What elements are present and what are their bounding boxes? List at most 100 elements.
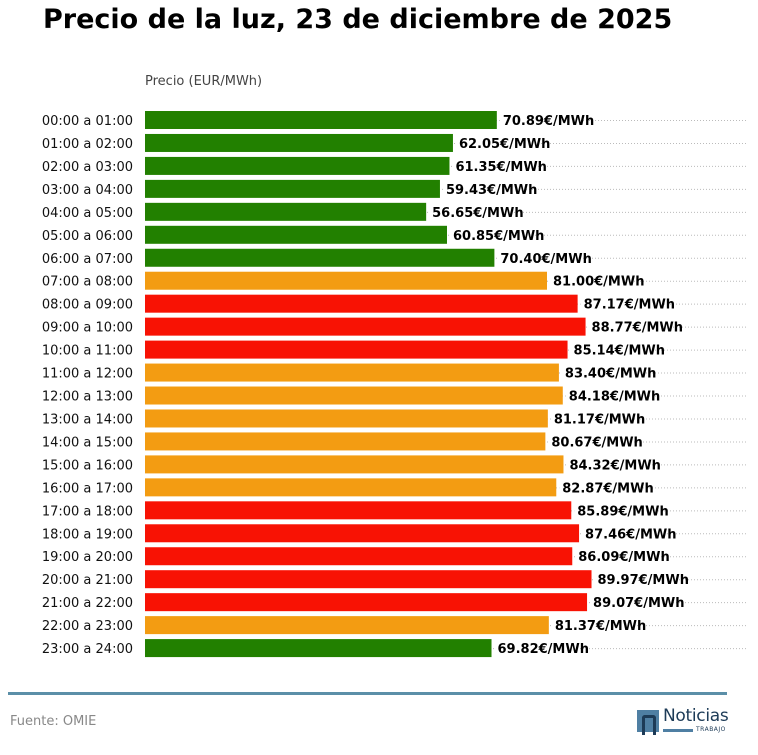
data-label: 61.35€/MWh (455, 160, 546, 175)
bar-chart: 00:00 a 01:00 70.89€/MWh 01:00 a 02:00 62.0… (42, 111, 748, 658)
data-label: 81.00€/MWh (553, 275, 644, 290)
bar (145, 248, 495, 267)
data-label: 82.87€/MWh (562, 481, 653, 496)
logo-underline (663, 729, 693, 732)
bar (145, 179, 440, 198)
data-label: 80.67€/MWh (551, 435, 642, 450)
data-label-background (565, 387, 648, 404)
data-label-background (497, 249, 580, 266)
y-tick-label: 14:00 a 15:00 (42, 435, 133, 450)
y-tick-label: 12:00 a 13:00 (42, 390, 133, 405)
y-tick-label: 15:00 a 16:00 (42, 458, 133, 473)
y-tick-label: 00:00 a 01:00 (42, 114, 133, 129)
bar (145, 409, 548, 428)
bar (145, 202, 427, 221)
logo-mark-icon (637, 710, 659, 735)
chart-title: Precio de la luz, 23 de diciembre de 202… (43, 4, 673, 35)
data-label: 60.85€/MWh (453, 229, 544, 244)
bar (145, 294, 578, 313)
data-label: 85.89€/MWh (577, 504, 668, 519)
data-label-background (449, 226, 532, 243)
y-tick-label: 13:00 a 14:00 (42, 412, 133, 427)
bar (145, 133, 453, 152)
data-label: 83.40€/MWh (565, 367, 656, 382)
y-tick-label: 08:00 a 09:00 (42, 298, 133, 313)
y-tick-label: 20:00 a 21:00 (42, 573, 133, 588)
data-label-background (442, 180, 525, 197)
bar (145, 616, 549, 635)
source-note: Fuente: OMIE (10, 714, 97, 729)
data-label: 89.97€/MWh (598, 573, 689, 588)
data-label-background (499, 112, 582, 128)
data-label-background (494, 640, 577, 657)
data-label: 87.46€/MWh (585, 527, 676, 542)
bar (145, 225, 447, 244)
data-label-background (561, 364, 644, 381)
y-tick-label: 18:00 a 19:00 (42, 527, 133, 542)
data-label: 81.37€/MWh (555, 619, 646, 634)
y-tick-label: 10:00 a 11:00 (42, 344, 133, 359)
data-label: 81.17€/MWh (554, 412, 645, 427)
bar (145, 593, 588, 612)
y-tick-label: 07:00 a 08:00 (42, 275, 133, 290)
y-tick-label: 23:00 a 24:00 (42, 642, 133, 657)
y-tick-label: 22:00 a 23:00 (42, 619, 133, 634)
y-tick-label: 21:00 a 22:00 (42, 596, 133, 611)
footer-divider (8, 692, 727, 695)
bar (145, 340, 568, 359)
y-tick-label: 09:00 a 10:00 (42, 321, 133, 336)
data-label: 62.05€/MWh (459, 137, 550, 152)
logo-text: Noticias (663, 706, 729, 726)
y-tick-label: 06:00 a 07:00 (42, 252, 133, 267)
data-label-background (594, 571, 677, 588)
data-label: 59.43€/MWh (446, 183, 537, 198)
data-label-background (580, 295, 663, 312)
bar (145, 478, 557, 497)
data-label: 85.14€/MWh (574, 344, 665, 359)
data-label-background (550, 410, 633, 427)
data-label-background (455, 134, 538, 151)
data-label-background (548, 433, 631, 450)
y-tick-label: 03:00 a 04:00 (42, 183, 133, 198)
bar (145, 156, 450, 175)
data-label-background (574, 502, 657, 519)
data-label-background (452, 157, 535, 174)
noticias-trabajo-logo: Noticias TRABAJO (637, 706, 729, 735)
y-tick-label: 17:00 a 18:00 (42, 504, 133, 519)
bar (145, 317, 586, 336)
data-label-background (582, 525, 665, 542)
y-tick-label: 16:00 a 17:00 (42, 481, 133, 496)
x-axis-label: Precio (EUR/MWh) (145, 74, 263, 89)
data-label: 88.77€/MWh (592, 321, 683, 336)
data-label: 56.65€/MWh (432, 206, 523, 221)
data-label: 89.07€/MWh (593, 596, 684, 611)
bar (145, 639, 492, 658)
bar (145, 363, 559, 382)
y-tick-label: 02:00 a 03:00 (42, 160, 133, 175)
bar (145, 386, 563, 405)
bar (145, 111, 497, 129)
data-label-background (570, 341, 653, 358)
bar (145, 455, 564, 474)
bar (145, 570, 592, 589)
data-label: 84.18€/MWh (569, 390, 660, 405)
data-label-background (429, 203, 512, 220)
bar (145, 547, 573, 566)
bar (145, 501, 572, 520)
data-label: 87.17€/MWh (584, 298, 675, 313)
data-label-background (559, 479, 642, 496)
bar (145, 432, 546, 451)
data-label-background (590, 594, 673, 611)
data-label-background (550, 272, 632, 289)
bar (145, 524, 580, 543)
data-label-background (575, 548, 658, 565)
y-tick-label: 11:00 a 12:00 (42, 367, 133, 382)
data-label: 86.09€/MWh (578, 550, 669, 565)
data-label: 84.32€/MWh (569, 458, 660, 473)
y-tick-label: 19:00 a 20:00 (42, 550, 133, 565)
data-label-background (551, 617, 634, 634)
data-label: 69.82€/MWh (498, 642, 589, 657)
logo-subtext: TRABAJO (696, 726, 726, 733)
data-label-background (588, 318, 671, 335)
y-tick-label: 04:00 a 05:00 (42, 206, 133, 221)
